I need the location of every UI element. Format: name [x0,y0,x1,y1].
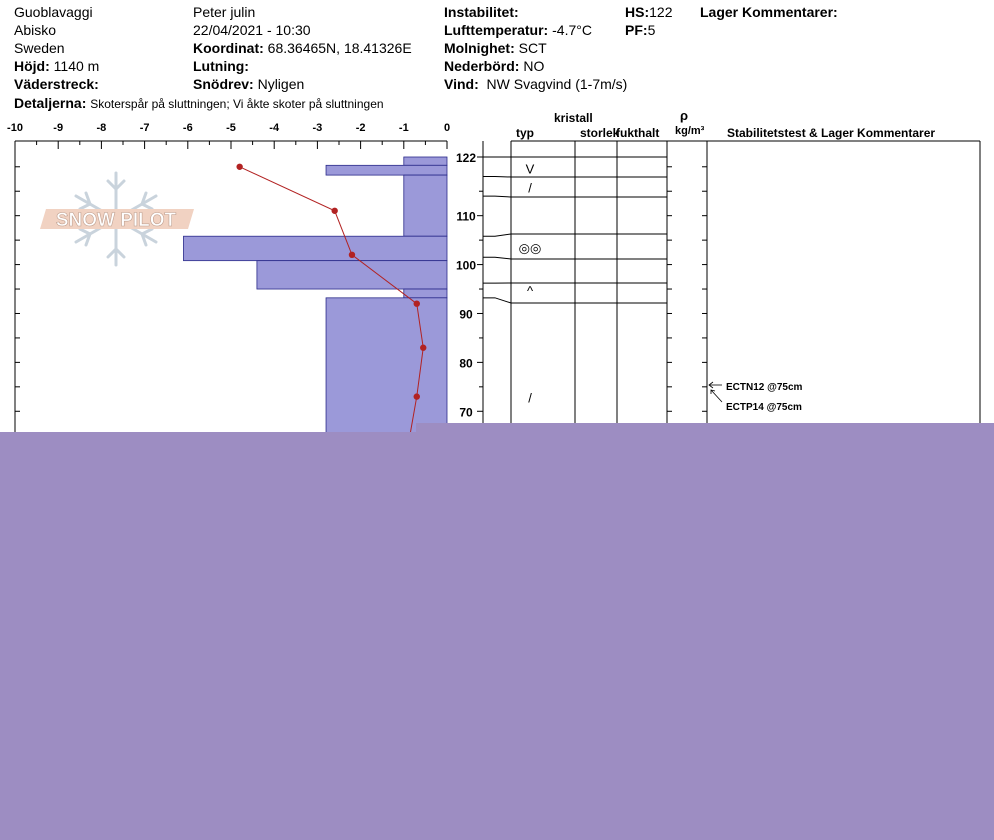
precip-value: NO [523,58,545,74]
x-tick-label: -3 [313,122,323,134]
y-tick-label: 80 [459,356,473,370]
country-name: Sweden [14,40,65,56]
temperature-point-3 [413,300,420,307]
x-tick-label: -7 [140,122,150,134]
x-tick-label: -4 [269,122,280,134]
y-tick-label: 122 [456,151,476,165]
hardness-layer-1 [325,164,448,176]
air-temperature: Lufttemperatur: -4.7°C [444,22,592,38]
pf-label: PF: [625,22,648,38]
wind-value: NW Svagvind (1-7m/s) [486,76,628,92]
hardness-layer-5 [403,288,448,299]
x-tick-label: -10 [7,122,23,134]
aspect-label: Väderstreck: [14,76,99,92]
temperature-point-0 [236,163,243,170]
coord-label: Koordinat: [193,40,264,56]
snowpilot-logo: SNOW PILOT [40,171,194,267]
stability-header: Stabilitetstest & Lager Kommentarer [727,126,935,140]
layer-connector [483,195,512,198]
observer-name: Peter julin [193,4,256,20]
details-label: Detaljerna: [14,95,87,111]
details-value: Skoterspår på sluttningen; Vi åkte skote… [90,97,384,111]
snow-height: HS:122 [625,4,672,20]
hs-value: 122 [649,4,673,20]
temperature-point-5 [413,393,420,400]
stability-arrows [708,381,723,403]
elevation: Höjd: 1140 m [14,58,99,74]
y-tick-label: 90 [459,307,473,321]
wind: Vind: NW Svagvind (1-7m/s) [444,76,627,92]
stability-test-2: ECTP14 @75cm [726,402,802,413]
stability-test-1: ECTN12 @75cm [726,382,803,393]
overlay-left [0,432,416,840]
hs-label: HS: [625,4,650,20]
x-tick-label: -1 [399,122,409,134]
slope-label: Lutning: [193,58,249,74]
grain-symbol-0: V [526,162,535,177]
x-tick-label: -6 [183,122,193,134]
overlay-right [416,423,994,840]
x-tick-label: -8 [97,122,107,134]
airtemp-label: Lufttemperatur: [444,22,549,38]
layer-comments-label: Lager Kommentarer: [700,4,838,20]
crystal-table: V / ◎◎ ^ / [483,140,981,461]
grain-symbol-4: / [528,391,532,406]
wind-label: Vind: [444,76,479,92]
cloud-value: SCT [518,40,547,56]
y-tick-label: 110 [456,210,476,224]
type-header: typ [516,126,534,140]
cloud-cover: Molnighet: SCT [444,40,547,56]
snowdrift: Snödrev: Nyligen [193,76,304,92]
moisture-header: fukthalt [616,126,659,140]
temperature-point-2 [348,251,356,258]
precipitation: Nederbörd: NO [444,58,544,74]
logo-text: SNOW PILOT [56,210,177,231]
observation-datetime: 22/04/2021 - 10:30 [193,22,311,38]
coord-value: 68.36465N, 18.41326E [267,40,412,56]
x-tick-label: -2 [356,122,366,134]
y-tick-label: 70 [459,405,473,419]
grain-symbol-1: / [528,180,532,195]
penetration: PF:5 [625,22,655,38]
layer-connector [483,297,512,304]
area-name: Abisko [14,22,57,38]
coordinates: Koordinat: 68.36465N, 18.41326E [193,40,412,56]
details: Detaljerna: Skoterspår på sluttningen; V… [14,95,384,112]
layer-connector [483,256,512,260]
precip-label: Nederbörd: [444,58,520,74]
x-tick-label: -9 [53,122,63,134]
rho-header: ρ [680,108,688,123]
x-tick-label: -5 [226,122,236,134]
hardness-layer-0 [403,156,448,166]
grain-symbol-2: ◎◎ [519,240,542,255]
hardness-layers [183,156,448,461]
size-header: storlek [580,126,620,140]
drift-value: Nyligen [257,76,305,92]
layer-connector [483,233,512,237]
elevation-value: 1140 m [53,58,100,74]
temperature-point-4 [420,344,427,351]
cloud-label: Molnighet: [444,40,515,56]
y-tick-label: 100 [456,259,476,273]
hardness-layer-3 [183,235,448,262]
pf-value: 5 [647,22,656,38]
drift-label: Snödrev: [193,76,254,92]
density-unit-header: kg/m³ [675,125,705,137]
site-name: Guoblavaggi [14,4,93,20]
hardness-layer-4 [256,260,448,290]
instability-label: Instabilitet: [444,4,519,20]
crystal-header: kristall [554,111,593,125]
elevation-label: Höjd: [14,58,50,74]
grain-symbol-3: ^ [527,283,534,298]
airtemp-value: -4.7°C [552,22,592,38]
hardness-layer-2 [403,174,448,237]
x-tick-label: 0 [444,122,450,134]
temperature-point-1 [331,207,338,214]
